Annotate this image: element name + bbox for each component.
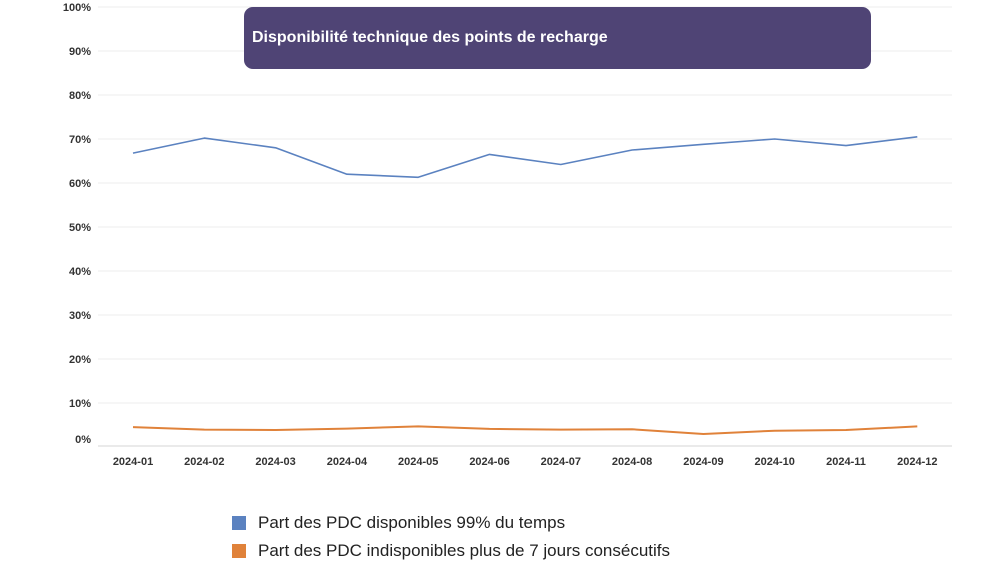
- x-tick-label: 2024-03: [255, 456, 295, 468]
- x-tick-label: 2024-12: [897, 456, 937, 468]
- x-tick-label: 2024-02: [184, 456, 224, 468]
- x-tick-label: 2024-08: [612, 456, 652, 468]
- y-tick-label: 60%: [69, 178, 91, 190]
- y-tick-label: 20%: [69, 354, 91, 366]
- series-line-1: [133, 137, 917, 178]
- y-tick-label: 10%: [69, 398, 91, 410]
- y-tick-label: 80%: [69, 90, 91, 102]
- series-lines: [133, 137, 917, 434]
- x-tick-label: 2024-06: [469, 456, 509, 468]
- chart-title: Disponibilité technique des points de re…: [252, 29, 608, 47]
- y-tick-label: 90%: [69, 46, 91, 58]
- chart-title-banner: Disponibilité technique des points de re…: [244, 7, 871, 69]
- x-tick-label: 2024-11: [826, 456, 866, 468]
- y-axis-tick-labels: 0% 10% 20% 30% 40% 50% 60% 70% 80% 90% 100%: [63, 2, 91, 446]
- y-tick-label: 50%: [69, 222, 91, 234]
- x-tick-label: 2024-07: [541, 456, 581, 468]
- chart-legend: Part des PDC disponibles 99% du temps Pa…: [232, 509, 670, 565]
- y-tick-label: 100%: [63, 2, 91, 14]
- legend-label: Part des PDC disponibles 99% du temps: [258, 513, 565, 533]
- series-line-2: [133, 426, 917, 434]
- y-tick-label: 0%: [75, 434, 91, 446]
- x-tick-label: 2024-04: [327, 456, 368, 468]
- x-tick-label: 2024-09: [683, 456, 723, 468]
- y-tick-label: 40%: [69, 266, 91, 278]
- x-axis-tick-labels: 2024-01 2024-02 2024-03 2024-04 2024-05 2024-…: [113, 456, 938, 468]
- x-tick-label: 2024-10: [755, 456, 795, 468]
- x-tick-label: 2024-01: [113, 456, 153, 468]
- legend-item-series-1: Part des PDC disponibles 99% du temps: [232, 509, 670, 537]
- x-tick-label: 2024-05: [398, 456, 438, 468]
- legend-swatch-orange: [232, 544, 246, 558]
- legend-item-series-2: Part des PDC indisponibles plus de 7 jou…: [232, 537, 670, 565]
- legend-label: Part des PDC indisponibles plus de 7 jou…: [258, 541, 670, 561]
- y-tick-label: 30%: [69, 310, 91, 322]
- y-tick-label: 70%: [69, 134, 91, 146]
- legend-swatch-blue: [232, 516, 246, 530]
